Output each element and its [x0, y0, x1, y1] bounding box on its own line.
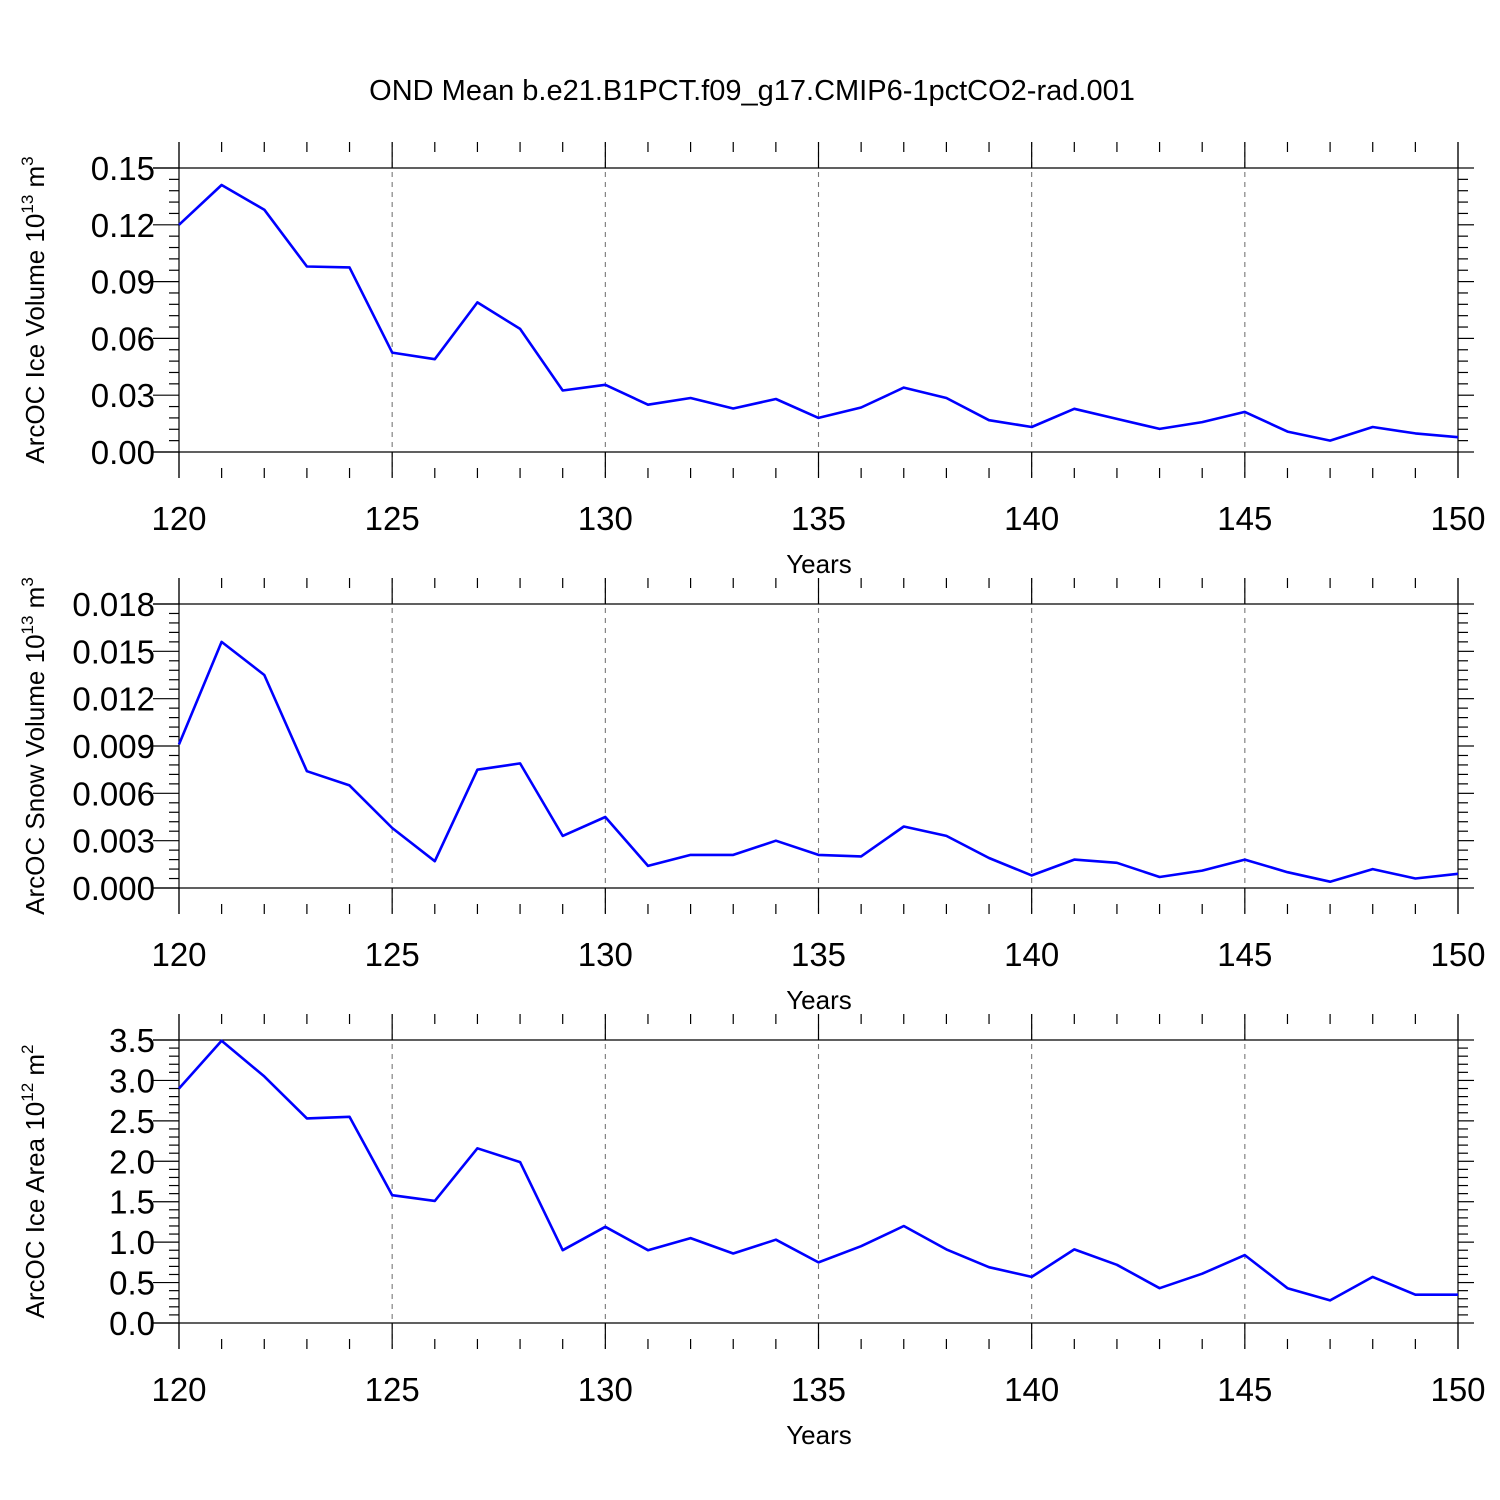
- x-tick-label: 145: [1217, 500, 1272, 537]
- y-axis-label: ArcOC Snow Volume 1013 m3: [18, 577, 50, 915]
- x-tick-label: 145: [1217, 936, 1272, 973]
- y-axis-label-superscript: 12: [18, 1083, 37, 1102]
- y-axis-label: ArcOC Ice Volume 1013 m3: [18, 156, 50, 463]
- x-tick-label: 135: [791, 1371, 846, 1408]
- y-axis-label-superscript: 3: [18, 577, 37, 586]
- y-tick-label: 0.000: [72, 870, 155, 907]
- chart-title: OND Mean b.e21.B1PCT.f09_g17.CMIP6-1pctC…: [369, 75, 1135, 107]
- y-axis-label: ArcOC Ice Area 1012 m2: [18, 1044, 50, 1318]
- y-axis-label-part: m: [20, 1054, 50, 1083]
- x-tick-label: 135: [791, 500, 846, 537]
- x-tick-label: 125: [365, 500, 420, 537]
- panel-2: 0.000 0.003 0.006 0.009 0.012 0.015 0.018 120 12…: [18, 577, 1486, 1015]
- y-axis-label-part: m: [20, 166, 50, 195]
- y-tick-label: 0.00: [91, 434, 155, 471]
- x-axis-label: Years: [786, 1420, 852, 1450]
- y-tick-label: 3.0: [109, 1062, 155, 1099]
- y-tick-label: 0.018: [72, 586, 155, 623]
- x-tick-label: 125: [365, 1371, 420, 1408]
- x-tick-label: 120: [151, 1371, 206, 1408]
- series-line-2: [177, 640, 1459, 884]
- panel-1: 0.00 0.03 0.06 0.09 0.12 0.15 120 125 130 135 140 1…: [18, 142, 1486, 579]
- y-tick-label: 0.12: [91, 207, 155, 244]
- x-axis-label: Years: [786, 549, 852, 579]
- x-tick-label: 125: [365, 936, 420, 973]
- x-tick-label: 135: [791, 936, 846, 973]
- x-tick-label: 130: [578, 1371, 633, 1408]
- y-tick-label: 0.06: [91, 320, 155, 357]
- x-tick-label: 120: [151, 500, 206, 537]
- series-line-3: [178, 1039, 1458, 1302]
- x-tick-label: 140: [1004, 1371, 1059, 1408]
- y-tick-label: 0.15: [91, 150, 155, 187]
- y-tick-label: 2.0: [109, 1143, 155, 1180]
- x-tick-label: 150: [1430, 1371, 1485, 1408]
- y-tick-label: 0.012: [72, 681, 155, 718]
- y-axis-label-part: m: [20, 587, 50, 616]
- x-tick-label: 140: [1004, 936, 1059, 973]
- y-tick-label: 0.006: [72, 775, 155, 812]
- panel-3: 0.00.5 1.01.5 2.02.5 3.03.5 120 125 130 135 140 1…: [18, 1014, 1486, 1450]
- y-tick-label: 0.015: [72, 633, 155, 670]
- x-tick-label: 140: [1004, 500, 1059, 537]
- y-axis-label-part: ArcOC Ice Area 10: [20, 1102, 50, 1319]
- y-tick-label: 2.5: [109, 1103, 155, 1140]
- y-axis-label-superscript: 3: [18, 156, 37, 165]
- y-axis-label-superscript: 13: [18, 616, 37, 635]
- x-tick-label: 130: [578, 936, 633, 973]
- y-tick-label: 0.5: [109, 1265, 155, 1302]
- x-axis-label: Years: [786, 985, 852, 1015]
- x-tick-label: 150: [1430, 936, 1485, 973]
- y-tick-label: 0.09: [91, 264, 155, 301]
- x-tick-label: 145: [1217, 1371, 1272, 1408]
- y-tick-label: 0.03: [91, 377, 155, 414]
- y-tick-label: 0.003: [72, 823, 155, 860]
- x-tick-label: 150: [1430, 500, 1485, 537]
- y-tick-label: 0.009: [72, 728, 155, 765]
- y-axis-label-part: ArcOC Snow Volume 10: [20, 634, 50, 914]
- y-axis-label-part: ArcOC Ice Volume 10: [20, 214, 50, 464]
- y-axis-label-superscript: 2: [18, 1044, 37, 1053]
- x-tick-label: 120: [151, 936, 206, 973]
- x-tick-label: 130: [578, 500, 633, 537]
- y-tick-label: 1.5: [109, 1184, 155, 1221]
- y-axis-label-superscript: 13: [18, 195, 37, 214]
- y-tick-label: 3.5: [109, 1022, 155, 1059]
- series-line-1: [178, 183, 1459, 442]
- y-tick-label: 1.0: [109, 1224, 155, 1261]
- y-tick-label: 0.0: [109, 1305, 155, 1342]
